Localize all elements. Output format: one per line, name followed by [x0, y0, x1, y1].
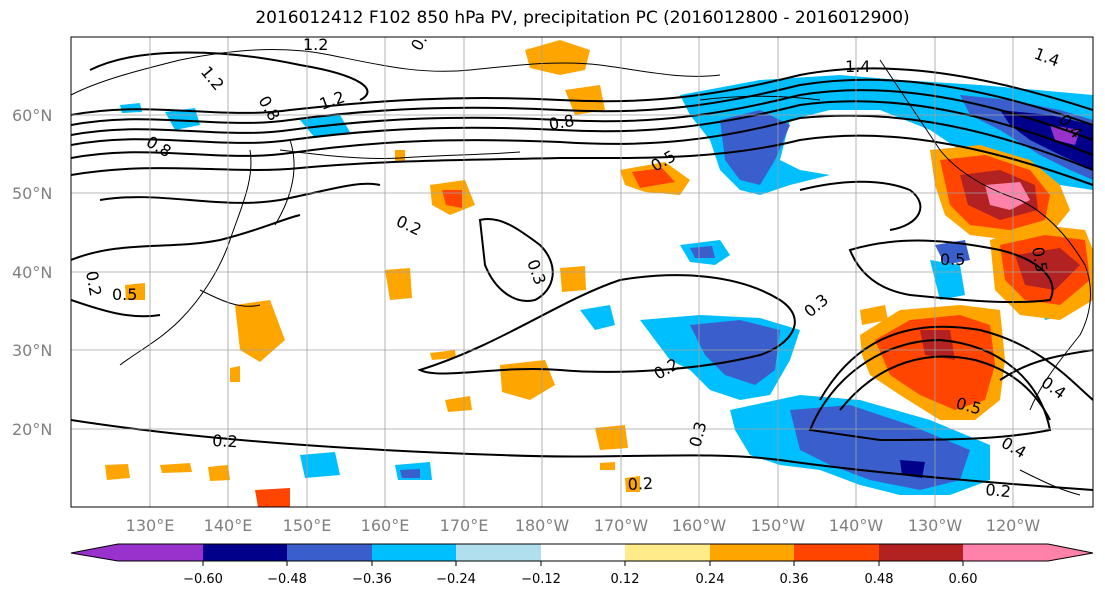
lon-label: 160°W: [672, 516, 727, 535]
colorbar-tick: −0.24: [436, 572, 476, 587]
colorbar-segment: [541, 544, 625, 561]
contour-label: 0.8: [547, 111, 575, 134]
lat-label: 20°N: [12, 420, 52, 439]
lon-label: 170°W: [594, 516, 649, 535]
lat-label: 30°N: [12, 341, 52, 360]
colorbar-tick: −0.12: [521, 572, 561, 587]
longitude-labels: 130°E 140°E 150°E 160°E 170°E 180°W 170°…: [126, 516, 1041, 535]
contour-label: 0.2: [985, 480, 1012, 501]
colorbar-segment: [118, 544, 203, 561]
colorbar-segment: [203, 544, 287, 561]
contour-label: 0.5: [112, 285, 137, 304]
colorbar-tick: 0.60: [949, 572, 978, 587]
lon-label: 160°E: [361, 516, 410, 535]
lat-label: 60°N: [12, 106, 52, 125]
colorbar-segment: [372, 544, 456, 561]
coastlines: [71, 49, 1091, 496]
lon-label: 140°E: [204, 516, 253, 535]
map-frame: [70, 36, 1094, 508]
contour-label: 1.2: [303, 35, 328, 54]
colorbar-segment: [456, 544, 541, 561]
colorbar-segment: [710, 544, 794, 561]
pv-contours: [71, 51, 1093, 491]
contour-label: 0.2: [627, 474, 653, 494]
lat-label: 40°N: [12, 263, 52, 282]
colorbar-tick: 0.12: [611, 572, 640, 587]
colorbar-max-arrow: [1048, 544, 1093, 561]
contour-label: 0.5: [940, 250, 965, 269]
colorbar-segment: [625, 544, 710, 561]
lon-label: 140°W: [829, 516, 884, 535]
latitude-labels: 60°N 50°N 40°N 30°N 20°N: [12, 106, 52, 439]
lon-label: 150°E: [283, 516, 332, 535]
map-title: 2016012412 F102 850 hPa PV, precipitatio…: [255, 8, 910, 28]
colorbar-outline: [70, 543, 1094, 562]
colorbar-tick: 0.48: [865, 572, 894, 587]
lat-label: 50°N: [12, 184, 52, 203]
contour-label: 0.2: [212, 431, 238, 451]
lon-label: 170°E: [440, 516, 489, 535]
colorbar-tick: 0.36: [780, 572, 809, 587]
graticule: [71, 37, 1093, 507]
colorbar-segment: [963, 544, 1048, 561]
colorbar-segment: [879, 544, 963, 561]
lon-label: 150°W: [751, 516, 806, 535]
contour-label: 0.2: [82, 269, 105, 297]
colorbar-segment: [794, 544, 879, 561]
contour-label: 1.4: [845, 57, 870, 76]
contour-label: 0.5: [1028, 245, 1051, 273]
lon-label: 180°W: [515, 516, 570, 535]
colorbar-tick: −0.48: [267, 572, 307, 587]
colorbar-tick: −0.36: [352, 572, 392, 587]
colorbar-tick: 0.24: [696, 572, 725, 587]
colorbar-segment: [287, 544, 372, 561]
colorbar-min-arrow: [71, 544, 118, 561]
lon-label: 130°W: [908, 516, 963, 535]
lon-label: 120°W: [986, 516, 1041, 535]
colorbar: −0.60 −0.48 −0.36 −0.24 −0.12 0.12 0.24 …: [70, 543, 1094, 587]
lon-label: 130°E: [126, 516, 175, 535]
colorbar-tick: −0.60: [183, 572, 223, 587]
